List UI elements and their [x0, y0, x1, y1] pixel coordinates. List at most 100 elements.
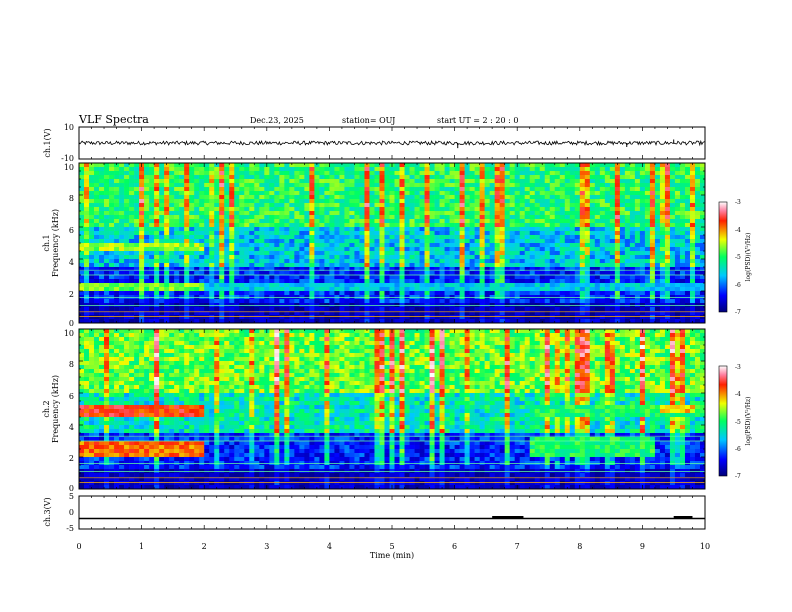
spec1-cell	[134, 263, 140, 268]
spec1-cell	[459, 187, 465, 192]
spec1-cell	[534, 203, 541, 208]
spec1-cell	[554, 251, 561, 256]
spec1-cell	[169, 167, 175, 172]
spec1-cell	[334, 219, 340, 224]
spec1-cell	[484, 315, 490, 320]
spec1-cell	[139, 279, 145, 284]
spec1-cell	[379, 255, 385, 260]
spec1-cell	[214, 267, 220, 272]
spec1-cell	[569, 231, 576, 236]
spec1-cell	[504, 163, 510, 168]
spec1-cell	[244, 195, 250, 200]
spec1-cell	[504, 259, 510, 264]
spec1-cell	[204, 239, 210, 244]
spec1-cell	[589, 255, 596, 260]
spec1-cell	[504, 183, 510, 188]
spec1-cell	[629, 311, 636, 316]
spec1-cell	[444, 311, 450, 316]
spec1-cell	[409, 307, 415, 312]
spec1-cell	[434, 223, 440, 228]
spec1-cell	[494, 231, 500, 236]
spec1-cell	[644, 231, 651, 236]
spec1-cell	[454, 235, 460, 240]
spec1-cell	[664, 211, 671, 216]
spec1-cell	[399, 307, 405, 312]
spec1-cell	[549, 283, 556, 288]
spec1-cell	[604, 307, 611, 312]
spec1-cell	[379, 215, 385, 220]
spec1-cell	[239, 175, 245, 180]
spec1-cell	[339, 307, 345, 312]
spec1-cell	[504, 171, 510, 176]
spec1-cell	[244, 271, 250, 276]
spec1-cell	[699, 215, 706, 220]
spec1-cell	[384, 319, 390, 324]
spec1-cell	[134, 283, 140, 288]
spec1-cell	[609, 243, 616, 248]
spec1-cell	[209, 255, 215, 260]
spec1-cell	[409, 231, 415, 236]
spec1-cell	[529, 167, 536, 172]
spec1-cell	[534, 187, 541, 192]
spec1-cell	[324, 163, 330, 168]
spec1-cell	[94, 211, 100, 216]
spec1-cell	[204, 179, 210, 184]
spec1-cell	[619, 187, 626, 192]
spec1-cell	[389, 203, 395, 208]
spec1-cell	[474, 163, 480, 168]
spec1-cell	[559, 279, 566, 284]
spec1-cell	[299, 267, 305, 272]
spec1-cell	[329, 191, 335, 196]
spec1-cell	[309, 263, 315, 268]
spec1-cell	[524, 307, 531, 312]
spec1-cell	[464, 187, 470, 192]
spec1-cell	[149, 207, 155, 212]
spec1-cell	[334, 243, 340, 248]
spec1-cell	[359, 195, 365, 200]
spec1-cell	[529, 203, 536, 208]
spec1-cell	[244, 199, 250, 204]
spec1-cell	[164, 247, 170, 252]
spec1-cell	[269, 223, 275, 228]
spec1-cell	[524, 167, 531, 172]
spec1-cell	[324, 211, 330, 216]
spec1-cell	[294, 251, 300, 256]
spec1-cell	[499, 183, 505, 188]
spec1-cell	[234, 219, 240, 224]
spec1-cell	[399, 223, 405, 228]
spec1-cell	[199, 259, 205, 264]
spec1-cell	[394, 199, 400, 204]
spec1-cell	[79, 207, 85, 212]
spec1-cell	[649, 259, 656, 264]
spec1-cell	[584, 187, 591, 192]
spec1-cell	[544, 235, 551, 240]
spec1-cell	[289, 299, 295, 304]
spec1-cell	[454, 255, 460, 260]
spec1-cell	[424, 319, 430, 324]
spec1-cell	[99, 307, 105, 312]
spec1-cell	[639, 211, 646, 216]
spec1-cell	[249, 207, 255, 212]
spec1-cell	[94, 283, 100, 288]
spec1-cell	[634, 231, 641, 236]
spec1-cell	[304, 307, 310, 312]
spec1-cell	[279, 239, 285, 244]
spec1-cell	[484, 203, 490, 208]
spec1-cell	[329, 163, 335, 168]
spec1-cell	[469, 227, 475, 232]
spec1-cell	[519, 243, 526, 248]
spec1-cell	[104, 211, 110, 216]
spec1-cell	[489, 163, 495, 168]
spec1-cell	[364, 239, 370, 244]
spec1-cell	[249, 203, 255, 208]
spec1-cell	[524, 203, 531, 208]
spec1-cell	[374, 243, 380, 248]
spec1-cell	[104, 287, 110, 292]
spec1-cell	[239, 267, 245, 272]
spec1-cell	[544, 239, 551, 244]
spec1-cell	[309, 271, 315, 276]
spec1-cell	[339, 283, 345, 288]
spec1-cell	[579, 215, 586, 220]
spec1-cell	[389, 247, 395, 252]
spec1-cell	[694, 203, 701, 208]
